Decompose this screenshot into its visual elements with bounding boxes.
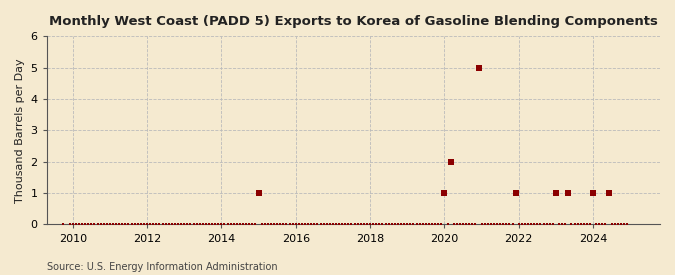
Y-axis label: Thousand Barrels per Day: Thousand Barrels per Day — [15, 58, 25, 203]
Title: Monthly West Coast (PADD 5) Exports to Korea of Gasoline Blending Components: Monthly West Coast (PADD 5) Exports to K… — [49, 15, 658, 28]
Text: Source: U.S. Energy Information Administration: Source: U.S. Energy Information Administ… — [47, 262, 278, 272]
